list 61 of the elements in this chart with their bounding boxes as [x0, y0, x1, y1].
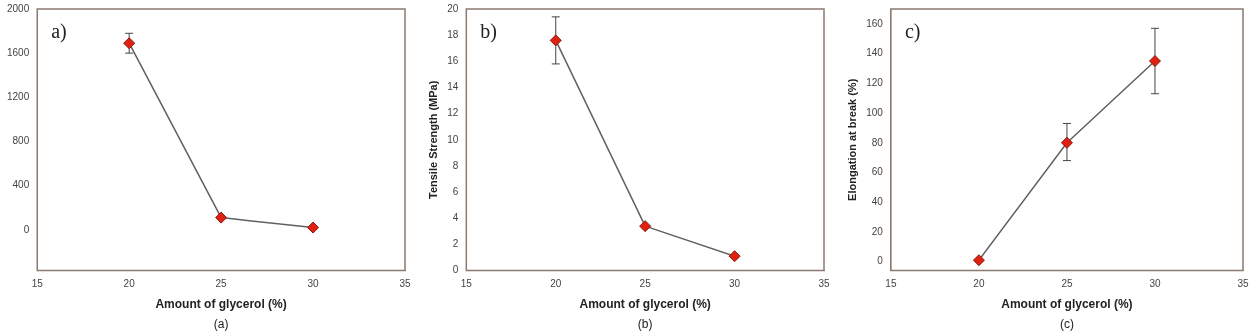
- text: (a): [213, 317, 229, 332]
- x-tick-label: 35: [818, 278, 830, 290]
- y-tick-label: 140: [866, 47, 884, 59]
- y-tick-label: 12: [447, 107, 459, 119]
- y-tick-label: 20: [871, 225, 884, 237]
- y-tick-label: 400: [12, 179, 30, 191]
- y-tick-label: 1600: [7, 46, 30, 58]
- x-tick-label: 35: [399, 278, 411, 290]
- y-tick-label: 0: [877, 255, 884, 267]
- point: [123, 37, 136, 50]
- y-tick-label: 10: [447, 133, 459, 145]
- x-tick-label: 30: [307, 278, 320, 290]
- x-tick-label: 20: [550, 278, 562, 290]
- x-tick-label: 15: [885, 278, 897, 290]
- x-tick-label: 15: [460, 278, 473, 290]
- annotation: b): [480, 20, 497, 44]
- text: (b): [637, 317, 653, 332]
- y-tick-label: 16: [447, 55, 459, 67]
- x-axis-title: Amount of glycerol (%): [155, 297, 287, 312]
- point: [215, 211, 228, 224]
- x-tick-label: 25: [639, 278, 652, 290]
- y-tick-label: 40: [871, 195, 884, 207]
- y-tick-label: 6: [452, 185, 459, 197]
- x-tick-label: 20: [123, 278, 136, 290]
- x-tick-label: 20: [973, 278, 985, 290]
- y-tick-label: 120: [866, 77, 884, 89]
- y-tick-label: 100: [866, 106, 884, 118]
- point: [549, 34, 562, 47]
- x-tick-label: 25: [1061, 278, 1073, 290]
- text: (c): [1059, 317, 1074, 332]
- y-tick-label: 8: [452, 159, 459, 171]
- x-tick-label: 35: [1237, 278, 1249, 290]
- point: [972, 254, 985, 267]
- y-tick-label: 0: [452, 264, 459, 276]
- x-tick-label: 30: [729, 278, 741, 290]
- y-tick-label: 14: [447, 81, 459, 93]
- y-axis-title: Tensile Strength (MPa): [426, 80, 439, 199]
- point: [1060, 136, 1073, 149]
- y-axis-title: Elongation at break (%): [845, 78, 858, 201]
- point: [1148, 55, 1161, 68]
- y-tick-label: 160: [866, 17, 884, 29]
- annotation: a): [51, 20, 67, 44]
- y-tick-label: 80: [871, 136, 884, 148]
- x-tick-label: 15: [31, 278, 44, 290]
- x-axis-title: Amount of glycerol (%): [1001, 297, 1133, 312]
- y-tick-label: 4: [452, 212, 459, 224]
- y-tick-label: 20: [447, 2, 459, 14]
- y-tick-label: 800: [12, 135, 30, 147]
- y-tick-label: 1200: [7, 91, 30, 103]
- annotation: c): [904, 20, 921, 44]
- y-tick-label: 18: [447, 28, 459, 40]
- y-tick-label: 2000: [7, 2, 30, 14]
- y-tick-label: 60: [871, 166, 884, 178]
- x-axis-title: Amount of glycerol (%): [579, 297, 711, 312]
- point: [639, 220, 652, 233]
- y-tick-label: 2: [452, 238, 459, 250]
- y-tick-label: 0: [23, 223, 30, 235]
- x-tick-label: 25: [215, 278, 228, 290]
- point: [728, 250, 741, 263]
- x-tick-label: 30: [1149, 278, 1161, 290]
- point: [307, 221, 320, 234]
